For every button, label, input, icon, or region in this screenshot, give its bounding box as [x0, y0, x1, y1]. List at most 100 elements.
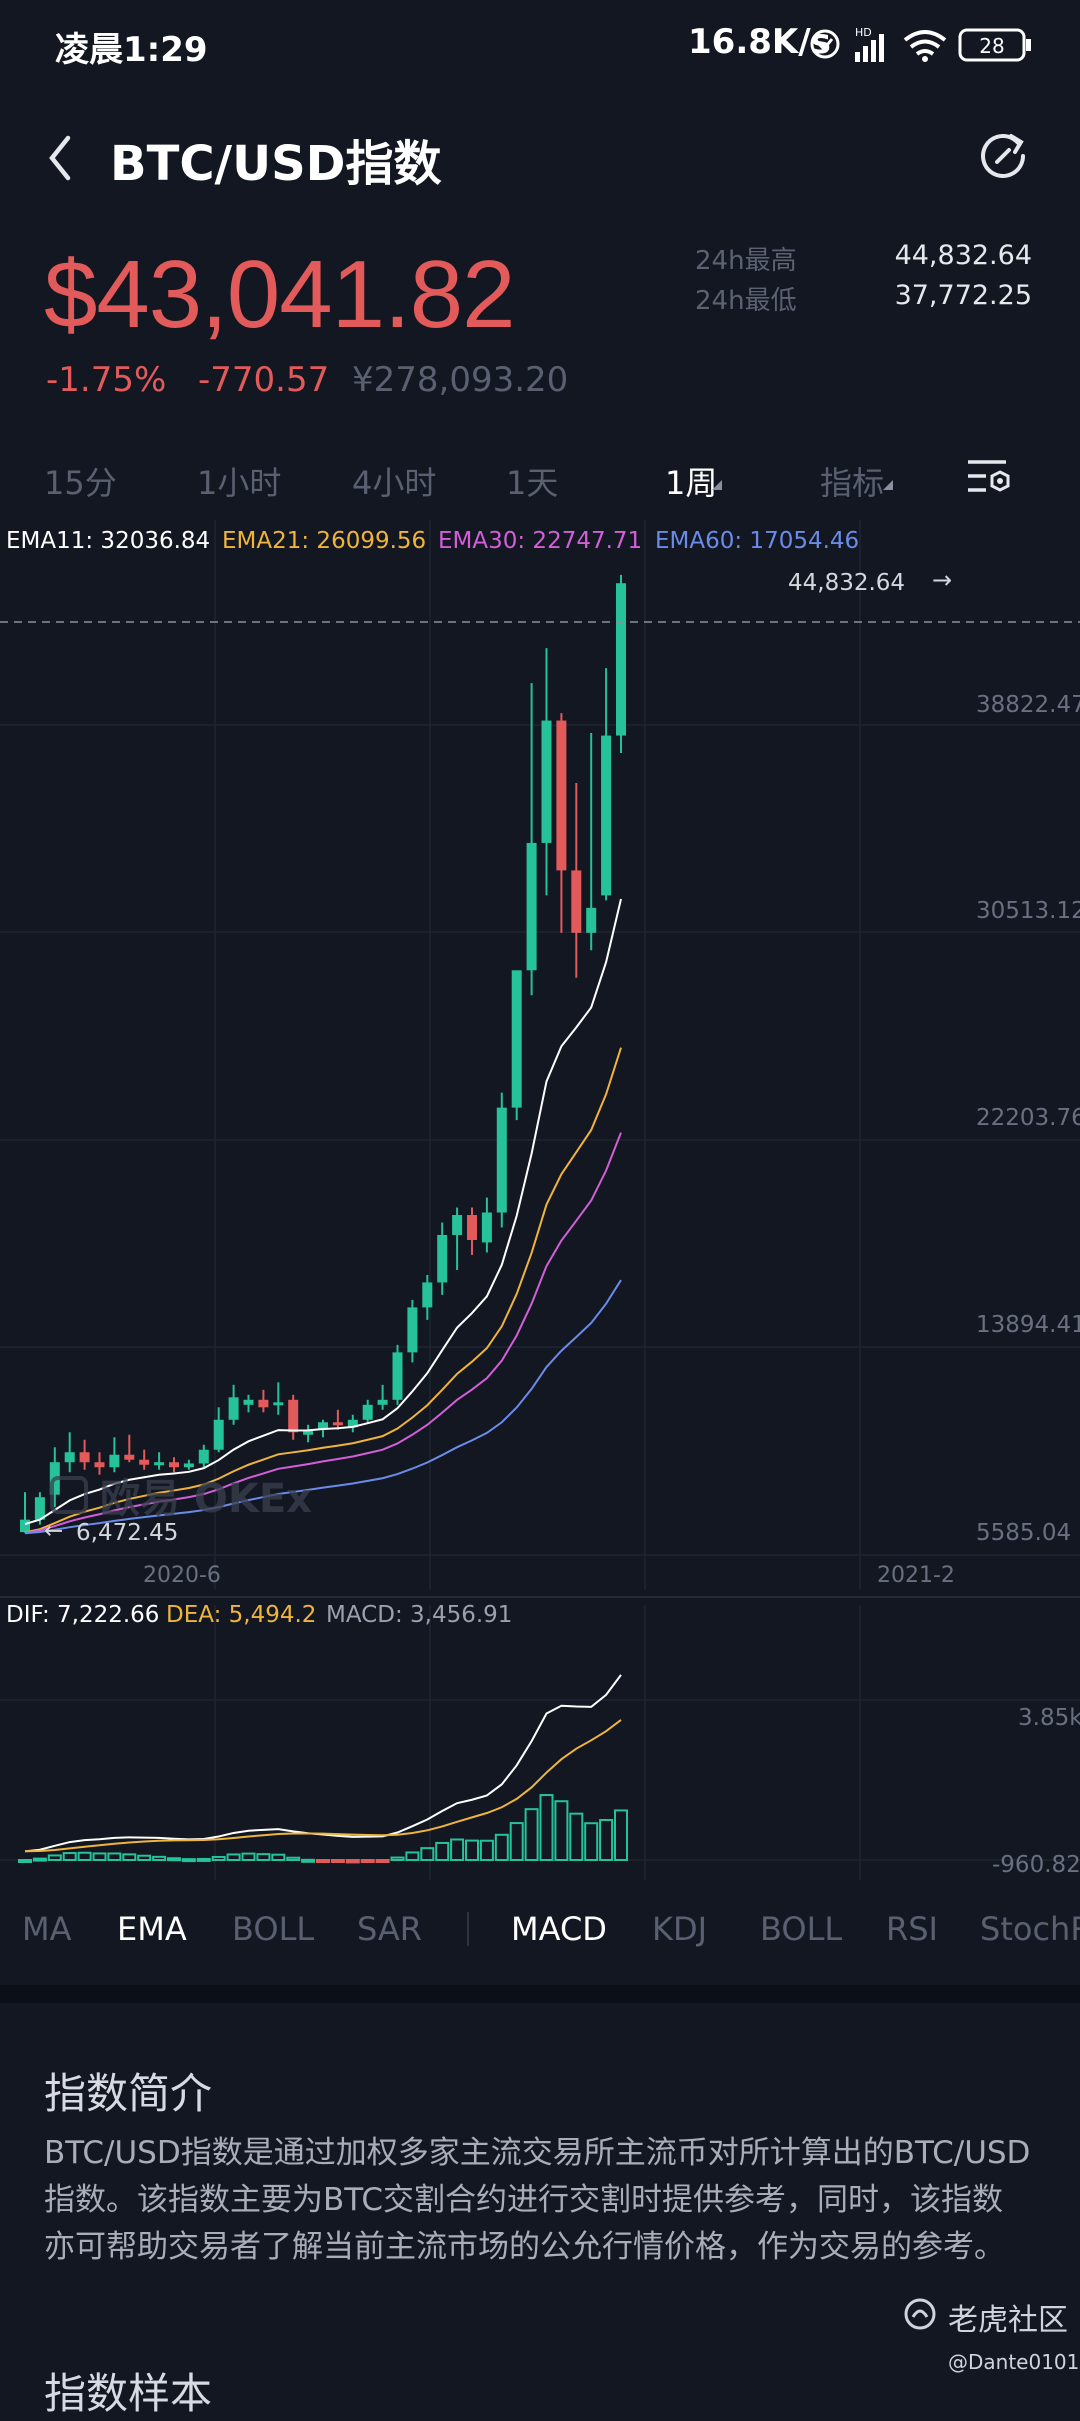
candle-body — [422, 1282, 433, 1308]
macd-bar — [390, 1856, 405, 1861]
change-percent: -1.75% — [46, 360, 167, 400]
macd-bar — [62, 1852, 77, 1862]
candle-body — [198, 1449, 209, 1464]
macd-axis-label: 3.85k — [1018, 1705, 1080, 1731]
candle-body — [288, 1399, 299, 1433]
refresh-icon[interactable] — [975, 128, 1031, 184]
dea-line — [24, 1719, 622, 1853]
network-speed: 16.8K/s — [688, 22, 831, 62]
ema-legend-item: EMA60: 17054.46 — [655, 528, 859, 554]
low-arrow-icon: ← — [44, 1518, 63, 1544]
macd-bar — [301, 1858, 316, 1863]
watermark-user: @Dante0101 — [948, 2350, 1080, 2374]
ind-ma[interactable]: MA — [22, 1910, 72, 1948]
macd-bar — [435, 1841, 450, 1861]
macd-panel — [18, 1674, 628, 1864]
community-watermark: 老虎社区 — [948, 2303, 1068, 2338]
macd-bar — [420, 1847, 435, 1862]
macd-bar — [405, 1851, 420, 1862]
ind-sar[interactable]: SAR — [357, 1910, 423, 1948]
y-axis-labels: 38822.47 30513.12 22203.76 13894.41 5585.04 3… — [976, 692, 1080, 1878]
tab-indicators[interactable]: 指标 — [820, 464, 885, 502]
candle-body — [169, 1462, 179, 1468]
candle-body — [467, 1215, 477, 1240]
high-label: 24h最高 — [695, 246, 797, 276]
candle-body — [616, 583, 626, 736]
tab-1d[interactable]: 1天 — [506, 464, 559, 502]
candlesticks — [20, 574, 626, 1533]
candle-body — [332, 1422, 343, 1426]
macd-bar — [375, 1859, 390, 1863]
price-chart[interactable]: EMA11: 32036.84 EMA21: 26099.56 EMA30: 227… — [0, 515, 1080, 1890]
ind-macd[interactable]: MACD — [511, 1910, 607, 1948]
candle-body — [481, 1212, 492, 1243]
y-axis-label: 38822.47 — [976, 692, 1080, 718]
low-label: 24h最低 — [695, 286, 797, 316]
candle-body — [94, 1462, 105, 1468]
high-arrow-icon: → — [932, 566, 952, 594]
candle-body — [347, 1419, 358, 1428]
candle-body — [407, 1307, 418, 1353]
ind-rsi[interactable]: RSI — [886, 1910, 938, 1948]
macd-bar — [92, 1852, 107, 1861]
macd-bar — [316, 1859, 330, 1863]
candle-body — [392, 1352, 403, 1400]
samples-title: 指数样本 — [44, 2369, 213, 2418]
macd-bar — [599, 1818, 614, 1861]
battery-icon — [958, 28, 1026, 62]
candle-body — [109, 1454, 120, 1468]
candle-body — [318, 1422, 328, 1430]
tab-4h[interactable]: 4小时 — [352, 464, 437, 502]
ind-boll[interactable]: BOLL — [232, 1910, 315, 1948]
macd-bar — [122, 1853, 137, 1862]
macd-bar — [226, 1853, 241, 1862]
tab-15m[interactable]: 15分 — [44, 464, 117, 502]
y-axis-label: 5585.04 — [976, 1520, 1071, 1546]
macd-legend-item: DIF: 7,222.66 — [6, 1602, 159, 1628]
candle-body — [79, 1452, 90, 1463]
status-bar: 凌晨1:29 16.8K/s HD 28 — [0, 0, 1080, 90]
macd-bar — [18, 1859, 32, 1863]
candle-body — [183, 1463, 194, 1468]
macd-bar — [241, 1852, 256, 1862]
ind-boll-sub[interactable]: BOLL — [760, 1910, 843, 1948]
candle-body — [496, 1107, 507, 1213]
chart-settings-icon[interactable] — [966, 456, 1012, 498]
macd-legend-item: DEA: 5,494.2 — [166, 1602, 316, 1628]
alarm-icon — [810, 29, 840, 59]
candle-body — [154, 1462, 165, 1466]
macd-bar — [479, 1839, 494, 1861]
ema21-line — [24, 1047, 622, 1534]
macd-bar — [167, 1857, 181, 1862]
tab-1h[interactable]: 1小时 — [197, 464, 282, 502]
candle-body — [586, 907, 597, 933]
back-arrow-icon[interactable] — [38, 128, 88, 188]
ema60-line — [24, 1279, 622, 1535]
candle-body — [541, 720, 552, 843]
candle-body — [601, 735, 612, 896]
x-label-2021-2: 2021-2 — [877, 1563, 955, 1588]
ind-kdj[interactable]: KDJ — [652, 1910, 708, 1948]
macd-legend-item: MACD: 3,456.91 — [326, 1602, 512, 1628]
macd-bar — [107, 1852, 122, 1861]
macd-bar — [465, 1839, 479, 1861]
ema-lines — [24, 898, 622, 1535]
section-divider — [0, 1985, 1080, 2003]
candle-body — [64, 1452, 75, 1463]
candle-body — [377, 1399, 388, 1405]
battery-level: 28 — [979, 34, 1004, 58]
macd-bar — [614, 1809, 628, 1861]
high-value: 44,832.64 — [894, 240, 1032, 271]
macd-bar — [256, 1853, 271, 1861]
ind-stochrsi[interactable]: StochRSI — [980, 1910, 1080, 1948]
macd-bar — [450, 1838, 465, 1861]
y-axis-label: 22203.76 — [976, 1105, 1080, 1131]
ind-ema[interactable]: EMA — [117, 1910, 187, 1948]
high-marker: 44,832.64 — [788, 570, 905, 596]
candle-body — [273, 1402, 284, 1406]
macd-bar — [360, 1859, 375, 1863]
macd-bar — [211, 1855, 226, 1861]
macd-bar — [271, 1853, 286, 1862]
macd-bar — [524, 1808, 539, 1862]
tab-1w[interactable]: 1周 — [665, 464, 718, 502]
